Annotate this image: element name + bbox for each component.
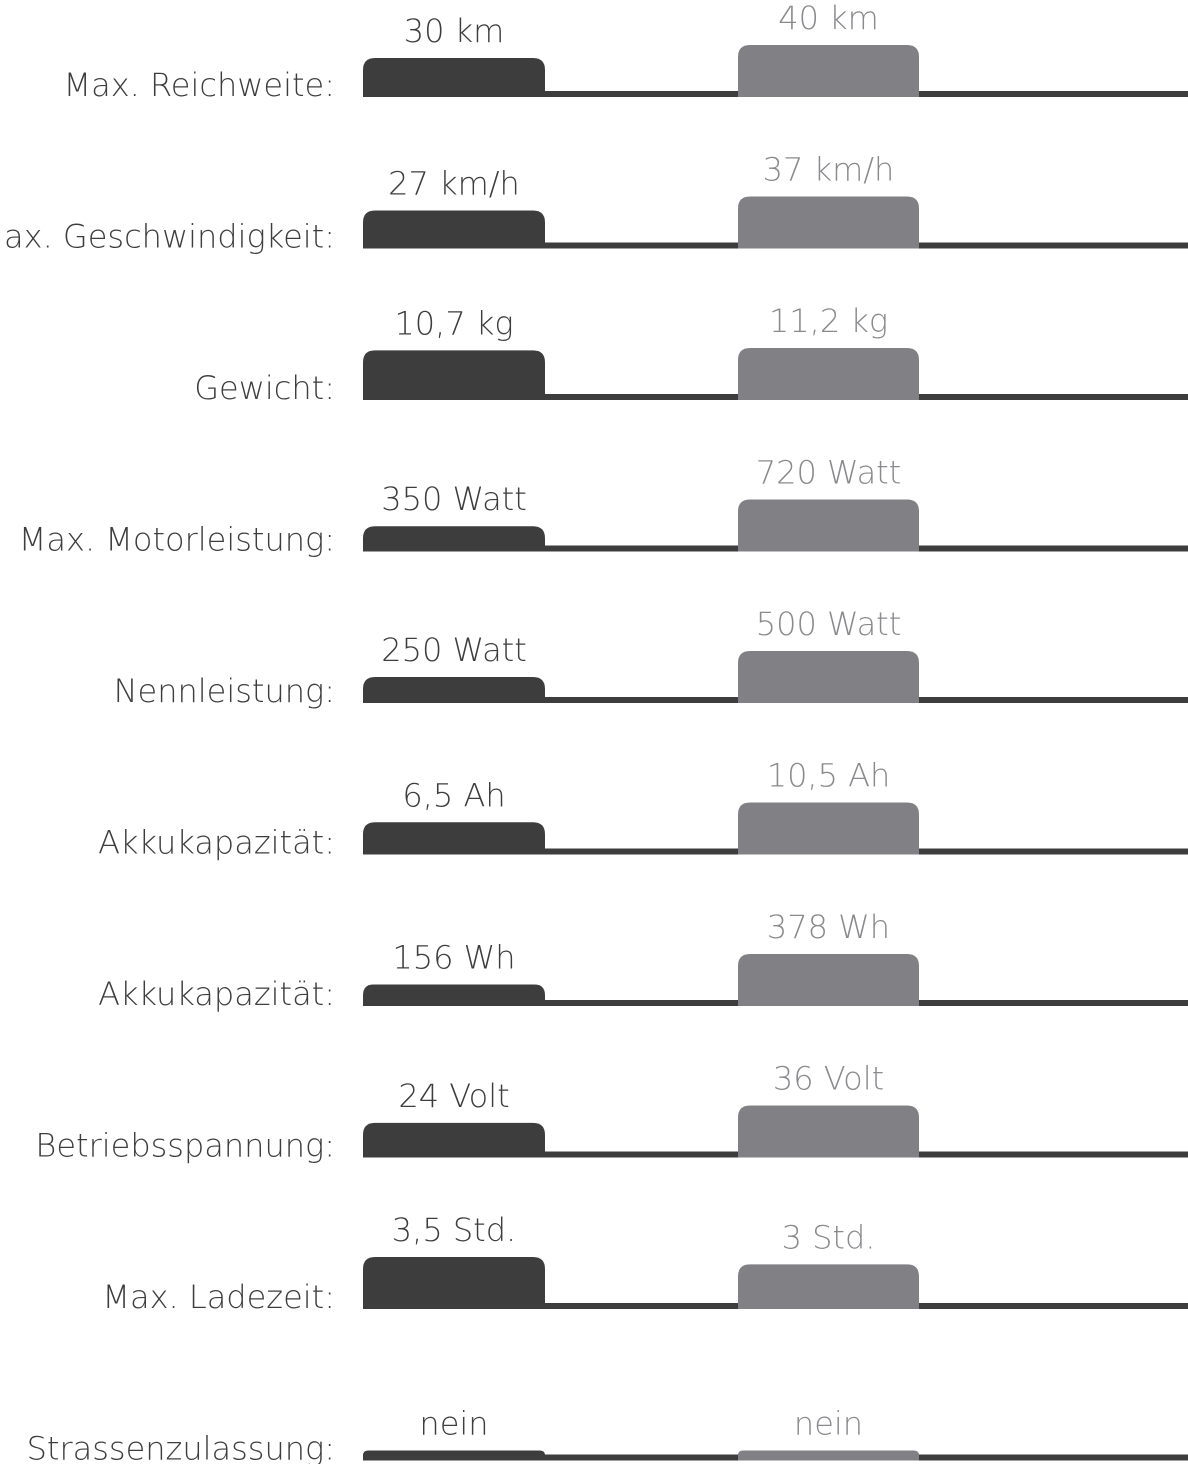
row-label-5: Nennleistung:	[114, 672, 335, 710]
value-label-b-10: nein	[794, 1405, 863, 1443]
value-label-a-8: 24 Volt	[398, 1077, 509, 1115]
row-label-9: Max. Ladezeit:	[102, 1278, 335, 1316]
bar-b-8	[738, 1106, 919, 1158]
value-label-a-4: 350 Watt	[381, 480, 527, 518]
bar-a-10	[363, 1451, 545, 1461]
row-label-7: Akkukapazität:	[98, 975, 335, 1013]
row-label-8: Betriebsspannung:	[35, 1127, 335, 1165]
row-label-2: Max. Geschwindigkeit:	[0, 218, 335, 256]
bar-a-3	[363, 350, 545, 400]
row-label-3: Gewicht:	[194, 369, 335, 407]
bar-a-6	[363, 822, 545, 854]
row-label-6: Akkukapazität:	[98, 824, 335, 862]
bar-b-10	[738, 1451, 919, 1461]
value-label-b-6: 10,5 Ah	[767, 757, 891, 795]
row-label-1: Max. Reichweite:	[63, 66, 335, 104]
value-label-a-2: 27 km/h	[388, 165, 520, 203]
row-label-4: Max. Motorleistung:	[19, 521, 335, 559]
bar-a-1	[363, 58, 545, 97]
bar-a-7	[363, 985, 545, 1006]
value-label-b-2: 37 km/h	[763, 151, 895, 189]
value-label-a-7: 156 Wh	[392, 939, 515, 977]
bar-b-2	[738, 197, 919, 249]
bar-a-5	[363, 677, 545, 703]
bar-a-9	[363, 1257, 545, 1309]
value-label-a-9: 3,5 Std.	[392, 1211, 516, 1249]
row-label-10: Strassenzulassung:	[27, 1430, 335, 1464]
value-label-b-8: 36 Volt	[773, 1060, 884, 1098]
value-label-b-3: 11,2 kg	[769, 302, 888, 340]
value-label-a-3: 10,7 kg	[394, 304, 513, 342]
bar-b-1	[738, 45, 919, 97]
value-label-a-6: 6,5 Ah	[402, 776, 505, 814]
bar-b-9	[738, 1264, 919, 1309]
value-label-a-5: 250 Watt	[381, 631, 527, 669]
bar-b-3	[738, 348, 919, 400]
bar-b-5	[738, 651, 919, 703]
value-label-b-5: 500 Watt	[756, 605, 902, 643]
bar-a-2	[363, 211, 545, 249]
value-label-b-4: 720 Watt	[756, 454, 902, 492]
value-label-b-7: 378 Wh	[767, 908, 890, 946]
bar-b-7	[738, 954, 919, 1006]
value-label-a-1: 30 km	[404, 12, 505, 50]
value-label-b-1: 40 km	[778, 0, 879, 37]
bar-b-4	[738, 500, 919, 552]
bar-a-8	[363, 1123, 545, 1158]
bar-b-6	[738, 803, 919, 855]
bar-a-4	[363, 526, 545, 551]
value-label-a-10: nein	[419, 1405, 488, 1443]
value-label-b-9: 3 Std.	[782, 1218, 876, 1256]
